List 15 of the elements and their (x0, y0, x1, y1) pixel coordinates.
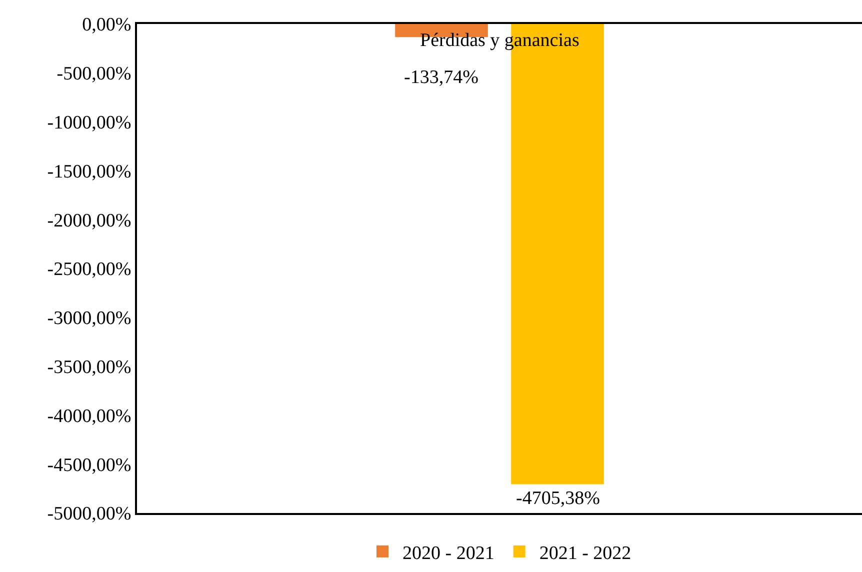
data-label: -133,74% (404, 67, 479, 88)
y-tick-label: -4500,00% (47, 454, 132, 476)
y-tick-label: 0,00% (82, 14, 132, 36)
y-tick-label: -4000,00% (47, 406, 132, 427)
y-tick-label: -1500,00% (47, 161, 132, 182)
y-tick-label: -2500,00% (47, 259, 132, 280)
y-tick-label: -3500,00% (47, 356, 132, 378)
y-tick-label: -3000,00% (47, 308, 132, 330)
y-tick-label: -2000,00% (47, 210, 132, 232)
legend-label: 2020 - 2021 (402, 542, 494, 564)
legend-label: 2021 - 2022 (539, 542, 632, 564)
data-label: -4705,38% (516, 488, 600, 509)
y-tick-label: -5000,00% (47, 504, 132, 525)
y-tick-label: -500,00% (56, 64, 132, 85)
y-tick-label: -1000,00% (47, 112, 132, 134)
